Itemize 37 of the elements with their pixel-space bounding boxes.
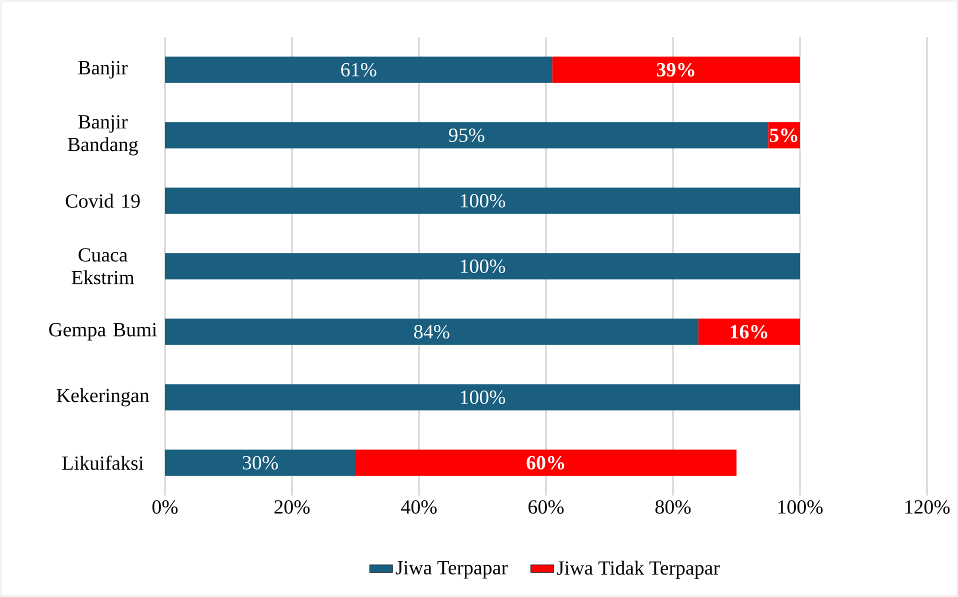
data-label: 5% [770,128,798,142]
data-label: 100% [460,259,506,274]
bar [165,188,800,214]
y-tick-label: Likuifaksi [62,456,144,470]
y-tick-label: Gempa Bumi [49,323,157,341]
bar [552,56,800,83]
data-label: 100% [460,390,506,404]
y-tick-label: Covid 19 [66,194,140,208]
bar [356,450,736,476]
legend-label: Jiwa Tidak Terpapar [556,560,720,579]
bar [165,318,698,345]
x-tick-label: 60% [528,500,564,514]
data-label: 30% [242,456,278,470]
data-label: 16% [730,324,768,339]
data-label: 61% [341,62,376,77]
legend-label: Jiwa Terpapar [396,561,508,579]
x-tick-label: 20% [274,500,310,514]
x-tick-label: 100% [778,500,823,514]
bar [165,122,768,148]
x-tick-label: 0% [152,500,178,514]
bar [165,56,552,83]
y-tick-label: Banjir [78,61,128,79]
bar [698,318,800,345]
y-tick-label: Kekeringan [56,388,150,406]
data-label: 100% [460,194,506,208]
bar [165,253,800,280]
data-label: 84% [414,324,450,339]
data-label: 60% [526,456,564,470]
y-tick-label: Cuaca Ekstrim [72,248,134,284]
x-tick-label: 80% [655,500,691,514]
bar [165,450,356,476]
data-label: 39% [656,62,694,77]
x-tick-label: 40% [401,500,437,514]
x-tick-label: 120% [905,500,950,514]
data-label: 95% [448,128,484,142]
y-tick-label: Banjir Bandang [68,115,138,156]
bar [165,384,800,410]
